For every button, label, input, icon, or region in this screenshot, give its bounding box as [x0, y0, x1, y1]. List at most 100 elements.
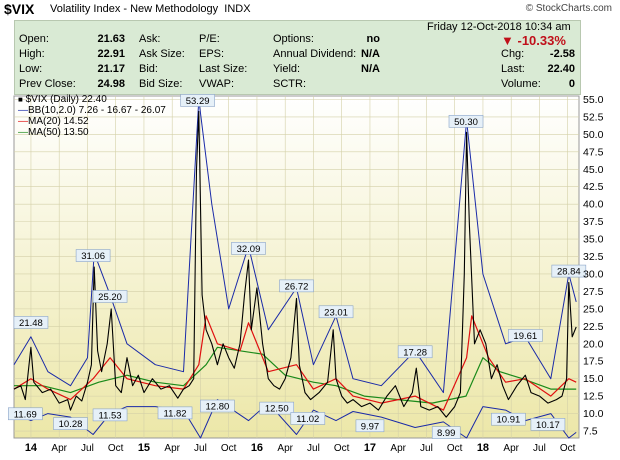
data-label: 32.09 [231, 242, 266, 255]
data-label-text: 10.91 [496, 415, 520, 426]
y-tick-label: 10.0 [583, 408, 604, 420]
data-label-box [530, 418, 566, 431]
y-tick-label: 27.5 [583, 286, 604, 298]
data-label: 11.82 [157, 406, 193, 419]
x-tick-label: Apr [51, 443, 67, 454]
data-label-box [290, 412, 326, 425]
x-tick-label: Oct [221, 443, 237, 454]
data-label-box [8, 407, 43, 421]
x-tick-label: 17 [364, 442, 376, 454]
open-value: 21.63 [97, 33, 125, 45]
x-tick-label: Oct [108, 443, 124, 454]
quote-datetime: Friday 12-Oct-2018 10:34 am [427, 21, 571, 33]
series-line-bb-upper [13, 99, 577, 394]
annotations: 21.48 11.69 10.28 31.06 25.20 11.53 11.82 53.29… [8, 94, 587, 439]
low-label: Low: [19, 63, 43, 75]
data-label: 11.53 [92, 408, 128, 422]
legend-price: ■ $VIX (Daily) 22.40 [18, 94, 166, 105]
sctr-label: SCTR: [273, 78, 306, 90]
options-label: Options: [273, 33, 314, 45]
data-label-text: 50.30 [454, 117, 478, 128]
data-label-text: 17.28 [403, 347, 427, 358]
ask-size-label: Ask Size: [139, 48, 185, 60]
y-tick-label: 55.0 [583, 94, 604, 106]
legend-ma50-marker: — [18, 127, 28, 138]
data-label-box [231, 242, 266, 255]
x-tick-label: Oct [447, 443, 463, 454]
y-tick-label: 30.0 [583, 268, 604, 280]
data-label-box [318, 305, 354, 319]
pe-label: P/E: [199, 33, 220, 45]
data-label-box [279, 279, 314, 293]
data-label-box [397, 345, 433, 359]
y-axis: 7.5 10.0 12.5 15.0 17.5 20.0 22.5 25.0 27.5 30.0 3… [583, 94, 604, 438]
price-chart: 21.48 11.69 10.28 31.06 25.20 11.53 11.82 53.29… [0, 92, 620, 455]
volume-label: Volume: [501, 78, 541, 90]
change-pct-value: -10.33% [517, 33, 566, 48]
data-label-text: 21.48 [19, 318, 43, 329]
y-tick-label: 42.5 [583, 181, 604, 193]
data-label: 53.29 [180, 94, 215, 107]
data-label: 25.20 [92, 290, 128, 303]
chg-label: Chg: [501, 48, 525, 60]
x-tick-label: Jul [420, 443, 433, 454]
vwap-label: VWAP: [199, 78, 235, 90]
x-tick-label: Apr [390, 443, 406, 454]
data-label: 10.28 [53, 417, 88, 430]
data-label-box [491, 412, 526, 426]
legend-price-text: $VIX (Daily) 22.40 [25, 94, 107, 105]
data-label-text: 12.50 [265, 404, 289, 415]
data-label-text: 11.69 [14, 409, 37, 420]
data-label: 11.02 [290, 412, 326, 425]
y-tick-label: 52.5 [583, 111, 604, 123]
series-line-bb-lower [13, 399, 577, 439]
data-label-box [92, 290, 128, 303]
x-tick-label: Apr [277, 443, 293, 454]
data-label-box [13, 316, 49, 329]
yield-label: Yield: [273, 63, 301, 75]
data-label-text: 10.28 [59, 419, 83, 430]
y-tick-label: 7.5 [583, 426, 598, 438]
data-label-box [200, 399, 235, 413]
plot-background [13, 95, 580, 439]
volume-value: 0 [568, 78, 575, 90]
data-label: 11.69 [8, 407, 43, 421]
y-tick-label: 40.0 [583, 199, 604, 211]
data-label-box [431, 426, 461, 439]
last-value: 22.40 [547, 63, 575, 75]
legend-ma20: —MA(20) 14.52 [18, 116, 166, 127]
options-value: no [366, 33, 380, 45]
eps-label: EPS: [199, 48, 225, 60]
data-label: 23.01 [318, 305, 354, 319]
chart-svg: 21.48 11.69 10.28 31.06 25.20 11.53 11.82 53.29… [8, 94, 604, 454]
x-tick-label: 14 [25, 442, 38, 454]
data-label: 19.61 [508, 329, 543, 342]
data-label-box [92, 408, 128, 422]
title-bar: $VIX Volatility Index - New Methodology … [0, 0, 620, 20]
legend-bb: —BB(10,2.0) 7.26 - 16.67 - 26.07 [18, 105, 166, 116]
x-tick-label: Jul [194, 443, 207, 454]
x-tick-label: 15 [138, 442, 150, 454]
exchange: INDX [224, 3, 251, 15]
x-tick-label: Jul [81, 443, 94, 454]
annual-dividend-value: N/A [361, 48, 380, 60]
data-label: 26.72 [279, 279, 314, 293]
legend: ■ $VIX (Daily) 22.40 —BB(10,2.0) 7.26 - … [18, 94, 166, 138]
data-label: 50.30 [448, 114, 484, 128]
change-pct: ▼ -10.33% [501, 33, 566, 48]
x-tick-label: 18 [477, 442, 489, 454]
data-label: 17.28 [397, 345, 433, 359]
x-tick-label: 16 [251, 442, 263, 454]
annual-dividend-label: Annual Dividend: [273, 48, 357, 60]
data-label-text: 28.84 [557, 267, 581, 278]
bid-size-label: Bid Size: [139, 78, 183, 90]
legend-ma20-text: MA(20) 14.52 [28, 116, 89, 127]
data-label-text: 11.82 [163, 408, 186, 419]
last-label: Last: [501, 63, 525, 75]
y-tick-label: 22.5 [583, 321, 604, 333]
data-label-text: 26.72 [285, 281, 309, 292]
x-tick-label: Oct [560, 443, 576, 454]
series-line-price [13, 110, 577, 418]
chg-value: -2.58 [549, 48, 575, 60]
data-label-box [355, 419, 385, 433]
